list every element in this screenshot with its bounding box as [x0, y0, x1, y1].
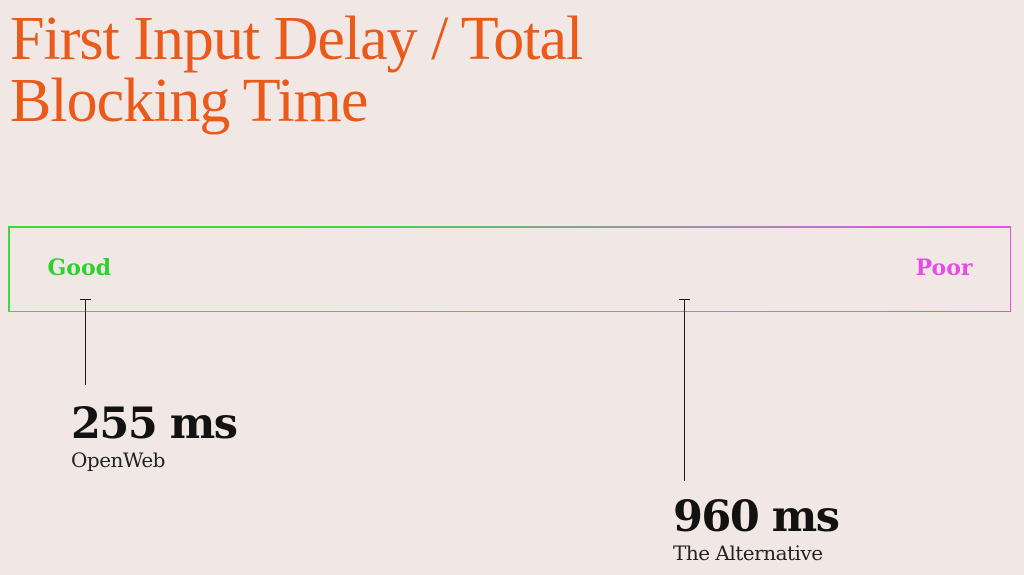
- alternative-marker: 960 ms The Alternative: [673, 492, 840, 565]
- poor-label: Poor: [915, 254, 973, 281]
- openweb-tick-line: [85, 299, 86, 385]
- page-title: First Input Delay / Total Blocking Time: [10, 5, 583, 135]
- performance-scale-bar: Good Poor: [8, 226, 1011, 312]
- openweb-name: OpenWeb: [71, 448, 165, 472]
- good-label: Good: [47, 254, 112, 281]
- alternative-value: 960 ms: [673, 492, 840, 542]
- alternative-tick-line: [684, 299, 685, 481]
- alternative-name: The Alternative: [673, 541, 823, 565]
- openweb-marker: 255 ms OpenWeb: [71, 399, 238, 472]
- scale-bar-inner: Good Poor: [9, 227, 1010, 311]
- openweb-value: 255 ms: [71, 399, 238, 449]
